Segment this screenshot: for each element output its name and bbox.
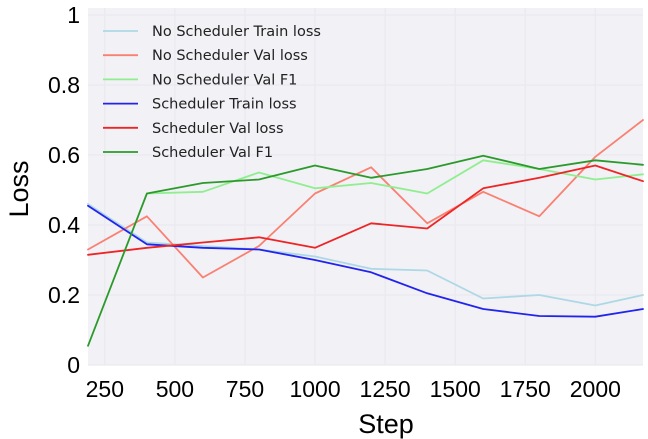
x-tick-label-7: 2000 [570,376,621,402]
series-lines [87,119,644,347]
x-tick-labels: 250 500 750 1000 1250 1500 1750 2000 [86,376,621,402]
series-line-5 [87,154,644,347]
legend-label-2: No Scheduler Val F1 [152,72,297,88]
y-tick-label-4: 0.8 [48,72,80,98]
x-axis-title: Step [358,409,414,439]
y-tick-label-3: 0.6 [48,142,80,168]
x-tick-label-0: 250 [86,376,124,402]
y-tick-label-1: 0.2 [48,282,80,308]
y-tick-label-0: 0 [67,352,80,378]
x-tick-label-5: 1500 [430,376,481,402]
y-axis-title: Loss [4,160,34,217]
y-tick-labels: 0 0.2 0.4 0.6 0.8 1 [48,2,80,378]
y-tick-label-5: 1 [67,2,80,28]
x-tick-label-2: 750 [226,376,264,402]
x-tick-label-6: 1750 [500,376,551,402]
legend: No Scheduler Train loss No Scheduler Val … [103,24,321,161]
x-tick-label-4: 1250 [360,376,411,402]
legend-label-1: No Scheduler Val loss [152,48,308,64]
series-line-4 [87,164,644,256]
legend-label-5: Scheduler Val F1 [152,145,273,161]
series-line-3 [87,204,644,318]
y-tick-label-2: 0.4 [48,212,80,238]
x-tick-label-3: 1000 [289,376,340,402]
legend-label-3: Scheduler Train loss [152,97,297,113]
legend-label-4: Scheduler Val loss [152,121,284,137]
legend-label-0: No Scheduler Train loss [152,24,321,40]
series-line-1 [87,119,644,279]
x-tick-label-1: 500 [156,376,194,402]
